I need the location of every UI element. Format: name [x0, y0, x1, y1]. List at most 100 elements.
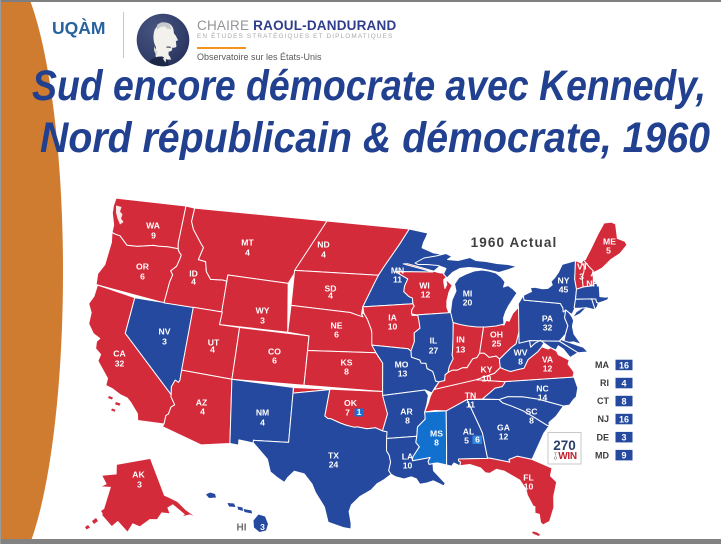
- svg-text:IL: IL: [430, 336, 438, 346]
- svg-text:PA: PA: [542, 314, 553, 324]
- svg-text:4: 4: [321, 250, 326, 260]
- svg-text:8: 8: [405, 416, 410, 426]
- svg-text:T: T: [554, 452, 557, 457]
- svg-text:DE: DE: [596, 432, 609, 442]
- svg-text:MA: MA: [595, 360, 609, 370]
- svg-text:OK: OK: [344, 398, 358, 408]
- svg-text:FL: FL: [523, 473, 534, 483]
- svg-text:AL: AL: [463, 427, 474, 437]
- svg-text:MN: MN: [391, 266, 404, 276]
- svg-text:6: 6: [334, 330, 339, 340]
- svg-text:MS: MS: [430, 429, 443, 439]
- svg-text:MI: MI: [463, 289, 473, 299]
- svg-text:6: 6: [272, 356, 277, 366]
- svg-text:WY: WY: [256, 306, 270, 316]
- svg-text:5: 5: [606, 246, 611, 256]
- svg-text:MO: MO: [395, 360, 409, 370]
- svg-text:CO: CO: [268, 347, 281, 357]
- svg-text:1: 1: [357, 407, 362, 417]
- svg-text:KY: KY: [481, 365, 493, 375]
- svg-text:UT: UT: [208, 338, 220, 348]
- svg-text:4: 4: [260, 418, 265, 428]
- svg-text:9: 9: [151, 231, 156, 241]
- svg-text:8: 8: [434, 438, 439, 448]
- svg-text:NJ: NJ: [597, 414, 609, 424]
- svg-text:8: 8: [518, 357, 523, 367]
- svg-text:6: 6: [140, 272, 145, 282]
- svg-text:13: 13: [456, 345, 466, 355]
- svg-text:RI: RI: [600, 378, 609, 388]
- svg-text:27: 27: [429, 346, 439, 356]
- svg-text:3: 3: [260, 522, 265, 532]
- svg-text:CA: CA: [113, 349, 125, 359]
- svg-text:10: 10: [388, 322, 398, 332]
- svg-text:SC: SC: [526, 407, 538, 417]
- svg-text:WIN: WIN: [558, 451, 577, 462]
- svg-text:NH: NH: [586, 279, 598, 289]
- svg-text:45: 45: [559, 285, 569, 295]
- svg-text:IN: IN: [456, 335, 465, 345]
- svg-text:NY: NY: [558, 276, 570, 286]
- svg-text:O: O: [554, 456, 558, 461]
- svg-text:SD: SD: [325, 284, 337, 294]
- svg-text:NC: NC: [536, 384, 548, 394]
- svg-text:LA: LA: [402, 452, 413, 462]
- svg-text:ME: ME: [603, 237, 616, 247]
- svg-text:OR: OR: [136, 262, 150, 272]
- svg-text:WI: WI: [419, 281, 430, 291]
- svg-text:AZ: AZ: [196, 398, 207, 408]
- svg-text:WA: WA: [146, 221, 160, 231]
- svg-text:7: 7: [345, 408, 350, 418]
- svg-text:12: 12: [499, 432, 509, 442]
- svg-text:OH: OH: [490, 330, 503, 340]
- svg-text:AK: AK: [132, 470, 145, 480]
- svg-text:ID: ID: [189, 269, 198, 279]
- svg-text:NM: NM: [256, 408, 269, 418]
- svg-text:3: 3: [621, 433, 626, 443]
- svg-text:12: 12: [543, 364, 553, 374]
- svg-text:VT: VT: [577, 262, 589, 272]
- svg-text:16: 16: [619, 414, 629, 424]
- svg-text:11: 11: [393, 275, 402, 285]
- svg-text:TN: TN: [465, 391, 476, 401]
- svg-text:20: 20: [463, 298, 473, 308]
- svg-text:HI: HI: [237, 523, 247, 534]
- svg-text:10: 10: [482, 374, 492, 384]
- svg-text:3: 3: [579, 272, 584, 282]
- svg-text:8: 8: [344, 367, 349, 377]
- svg-text:32: 32: [115, 359, 125, 369]
- svg-text:11: 11: [466, 400, 475, 410]
- svg-text:10: 10: [403, 461, 413, 471]
- svg-text:9: 9: [621, 451, 626, 461]
- svg-text:4: 4: [328, 291, 333, 301]
- svg-text:3: 3: [162, 337, 167, 347]
- svg-text:VA: VA: [542, 355, 553, 365]
- svg-text:32: 32: [543, 323, 553, 333]
- svg-text:14: 14: [538, 393, 548, 403]
- svg-text:4: 4: [621, 378, 626, 388]
- svg-text:13: 13: [398, 369, 408, 379]
- svg-text:Sud encore démocrate avec Kenn: Sud encore démocrate avec Kennedy,: [32, 62, 706, 110]
- svg-text:GA: GA: [497, 423, 510, 433]
- svg-text:25: 25: [492, 339, 502, 349]
- svg-text:MT: MT: [241, 238, 254, 248]
- svg-text:MD: MD: [595, 450, 609, 460]
- svg-text:AR: AR: [400, 407, 413, 417]
- svg-text:ND: ND: [317, 240, 329, 250]
- svg-text:8: 8: [529, 416, 534, 426]
- svg-text:NE: NE: [331, 321, 343, 331]
- svg-text:8: 8: [621, 396, 626, 406]
- svg-text:5: 5: [464, 436, 469, 446]
- svg-text:1960 Actual: 1960 Actual: [471, 235, 558, 250]
- svg-text:4: 4: [191, 277, 196, 287]
- svg-text:4: 4: [245, 248, 250, 258]
- svg-text:TX: TX: [328, 451, 339, 461]
- svg-text:3: 3: [137, 480, 142, 490]
- svg-text:4: 4: [200, 407, 205, 417]
- svg-text:4: 4: [591, 270, 596, 280]
- svg-text:4: 4: [210, 345, 215, 355]
- svg-text:Nord républicain & démocrate,: Nord républicain & démocrate, 1960: [40, 114, 710, 160]
- svg-text:16: 16: [619, 360, 629, 370]
- svg-text:6: 6: [475, 435, 480, 445]
- svg-text:NV: NV: [159, 327, 171, 337]
